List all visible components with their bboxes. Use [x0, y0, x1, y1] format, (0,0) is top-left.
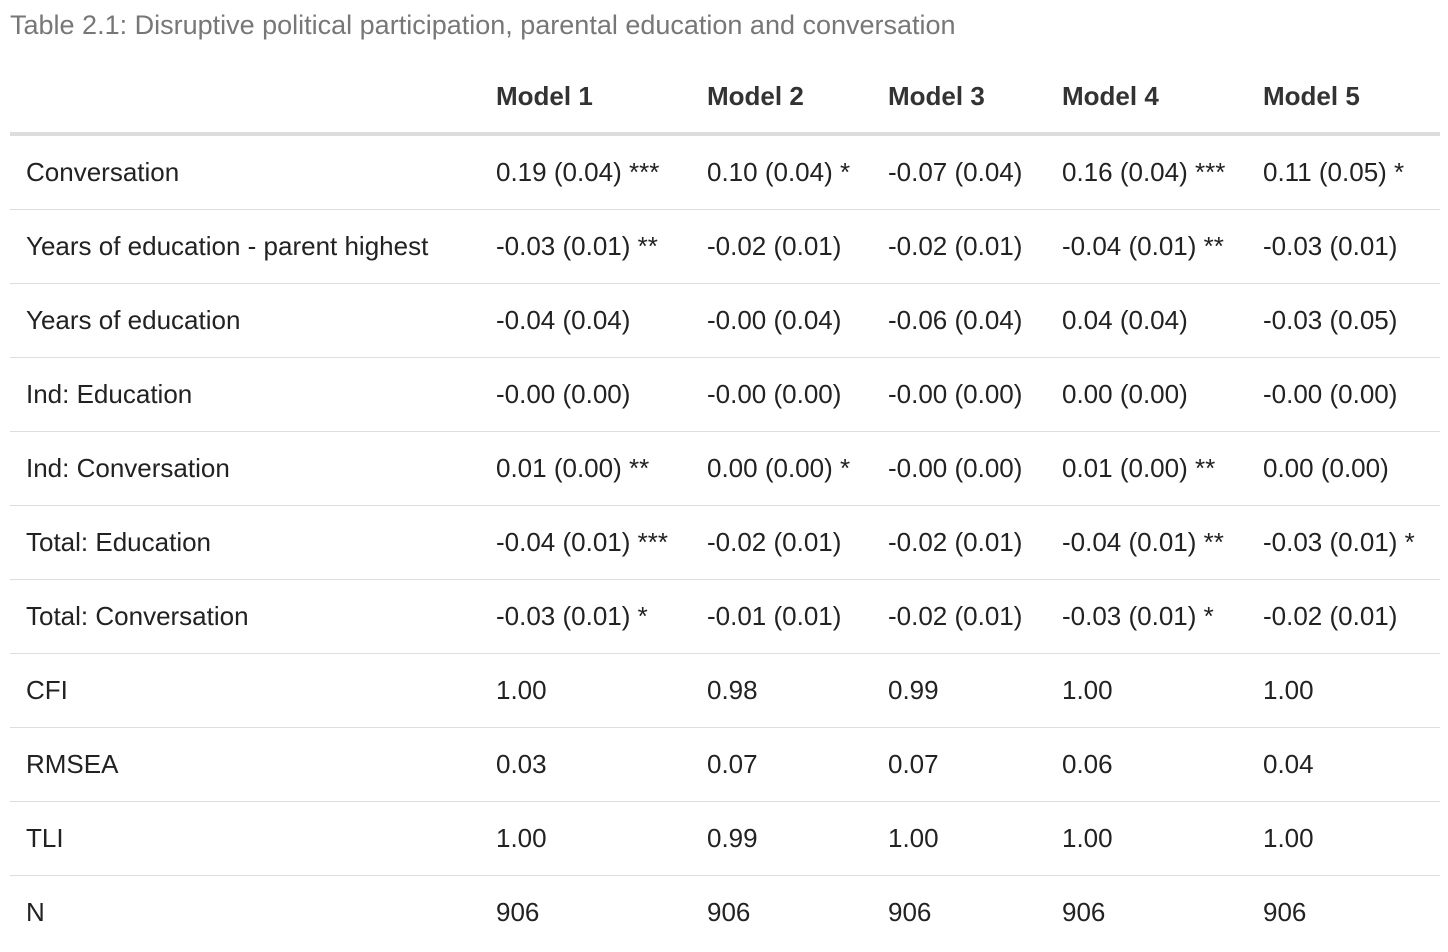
- table-cell-model-5: 0.11 (0.05) *: [1253, 133, 1440, 210]
- table-cell-model-5: 1.00: [1253, 653, 1440, 728]
- table-cell-model-4: 0.16 (0.04) ***: [1052, 133, 1253, 210]
- table-cell-model-3: -0.06 (0.04): [878, 283, 1052, 358]
- table-cell-model-4: 0.04 (0.04): [1052, 283, 1253, 358]
- table-row: RMSEA 0.03 0.07 0.07 0.06 0.04: [10, 727, 1440, 802]
- table-row: Conversation 0.19 (0.04) *** 0.10 (0.04) *…: [10, 133, 1440, 210]
- table-cell-model-4: 906: [1052, 875, 1253, 949]
- table-caption: Table 2.1: Disruptive political particip…: [10, 10, 956, 40]
- header-model-4: Model 4: [1052, 60, 1253, 136]
- table-cell-model-3: 906: [878, 875, 1052, 949]
- table-cell-model-1: -0.04 (0.01) ***: [486, 505, 697, 580]
- row-label: Years of education: [10, 283, 486, 358]
- table-cell-model-1: 906: [486, 875, 697, 949]
- table-cell-model-1: -0.03 (0.01) *: [486, 579, 697, 654]
- row-label: CFI: [10, 653, 486, 728]
- table-cell-model-3: -0.02 (0.01): [878, 505, 1052, 580]
- table-cell-model-4: 1.00: [1052, 801, 1253, 876]
- table-cell-model-5: 1.00: [1253, 801, 1440, 876]
- table-row: Total: Conversation -0.03 (0.01) * -0.01 (…: [10, 579, 1440, 654]
- table-cell-model-3: -0.00 (0.00): [878, 431, 1052, 506]
- table-row: N 906 906 906 906 906: [10, 875, 1440, 949]
- table-cell-model-5: -0.03 (0.01) *: [1253, 505, 1440, 580]
- table-cell-model-1: 0.03: [486, 727, 697, 802]
- header-model-3: Model 3: [878, 60, 1052, 136]
- table-cell-model-3: 0.07: [878, 727, 1052, 802]
- table-header: Model 1 Model 2 Model 3 Model 4 Model 5: [10, 60, 1440, 136]
- regression-table: Model 1 Model 2 Model 3 Model 4 Model 5 …: [10, 60, 1440, 949]
- table-cell-model-2: 0.07: [697, 727, 878, 802]
- header-model-1: Model 1: [486, 60, 697, 136]
- table-cell-model-1: -0.03 (0.01) **: [486, 209, 697, 284]
- row-label: N: [10, 875, 486, 949]
- table-row: CFI 1.00 0.98 0.99 1.00 1.00: [10, 653, 1440, 728]
- table-cell-model-1: 0.19 (0.04) ***: [486, 133, 697, 210]
- table-cell-model-1: 0.01 (0.00) **: [486, 431, 697, 506]
- header-corner: [10, 60, 486, 136]
- table-cell-model-5: -0.03 (0.05): [1253, 283, 1440, 358]
- table-cell-model-3: -0.02 (0.01): [878, 579, 1052, 654]
- table-cell-model-3: -0.02 (0.01): [878, 209, 1052, 284]
- table-cell-model-2: -0.00 (0.04): [697, 283, 878, 358]
- table-cell-model-1: 1.00: [486, 801, 697, 876]
- table-cell-model-5: 0.04: [1253, 727, 1440, 802]
- table-cell-model-4: 1.00: [1052, 653, 1253, 728]
- table-cell-model-3: 0.99: [878, 653, 1052, 728]
- table-cell-model-4: -0.04 (0.01) **: [1052, 505, 1253, 580]
- row-label: Ind: Conversation: [10, 431, 486, 506]
- table-row: TLI 1.00 0.99 1.00 1.00 1.00: [10, 801, 1440, 876]
- table-cell-model-1: -0.00 (0.00): [486, 357, 697, 432]
- table-cell-model-2: 0.10 (0.04) *: [697, 133, 878, 210]
- row-label: RMSEA: [10, 727, 486, 802]
- table-cell-model-2: 0.99: [697, 801, 878, 876]
- row-label: Conversation: [10, 133, 486, 210]
- table-cell-model-5: -0.00 (0.00): [1253, 357, 1440, 432]
- table-cell-model-5: -0.02 (0.01): [1253, 579, 1440, 654]
- table-row: Ind: Conversation 0.01 (0.00) ** 0.00 (0.0…: [10, 431, 1440, 506]
- table-cell-model-2: 0.00 (0.00) *: [697, 431, 878, 506]
- table-cell-model-4: -0.03 (0.01) *: [1052, 579, 1253, 654]
- table-body: Conversation 0.19 (0.04) *** 0.10 (0.04) *…: [10, 133, 1440, 949]
- row-label: Years of education - parent highest: [10, 209, 486, 284]
- table-row: Years of education -0.04 (0.04) -0.00 (0.0…: [10, 283, 1440, 358]
- table-cell-model-3: -0.00 (0.00): [878, 357, 1052, 432]
- table-cell-model-4: 0.01 (0.00) **: [1052, 431, 1253, 506]
- table-row: Total: Education -0.04 (0.01) *** -0.02 (0…: [10, 505, 1440, 580]
- row-label: Total: Education: [10, 505, 486, 580]
- table-cell-model-5: -0.03 (0.01): [1253, 209, 1440, 284]
- table-cell-model-4: 0.06: [1052, 727, 1253, 802]
- table-cell-model-4: 0.00 (0.00): [1052, 357, 1253, 432]
- table-cell-model-3: -0.07 (0.04): [878, 133, 1052, 210]
- table-cell-model-2: -0.00 (0.00): [697, 357, 878, 432]
- table-cell-model-1: -0.04 (0.04): [486, 283, 697, 358]
- header-row: Model 1 Model 2 Model 3 Model 4 Model 5: [10, 60, 1440, 136]
- table-cell-model-2: -0.02 (0.01): [697, 505, 878, 580]
- table-cell-model-2: -0.01 (0.01): [697, 579, 878, 654]
- table-cell-model-5: 906: [1253, 875, 1440, 949]
- header-model-5: Model 5: [1253, 60, 1440, 136]
- table-cell-model-2: 906: [697, 875, 878, 949]
- table-cell-model-4: -0.04 (0.01) **: [1052, 209, 1253, 284]
- table-cell-model-1: 1.00: [486, 653, 697, 728]
- table-row: Ind: Education -0.00 (0.00) -0.00 (0.00) -0…: [10, 357, 1440, 432]
- table-cell-model-5: 0.00 (0.00): [1253, 431, 1440, 506]
- header-model-2: Model 2: [697, 60, 878, 136]
- row-label: TLI: [10, 801, 486, 876]
- table-cell-model-2: 0.98: [697, 653, 878, 728]
- table-cell-model-2: -0.02 (0.01): [697, 209, 878, 284]
- row-label: Ind: Education: [10, 357, 486, 432]
- table-cell-model-3: 1.00: [878, 801, 1052, 876]
- table-row: Years of education - parent highest -0.03…: [10, 209, 1440, 284]
- row-label: Total: Conversation: [10, 579, 486, 654]
